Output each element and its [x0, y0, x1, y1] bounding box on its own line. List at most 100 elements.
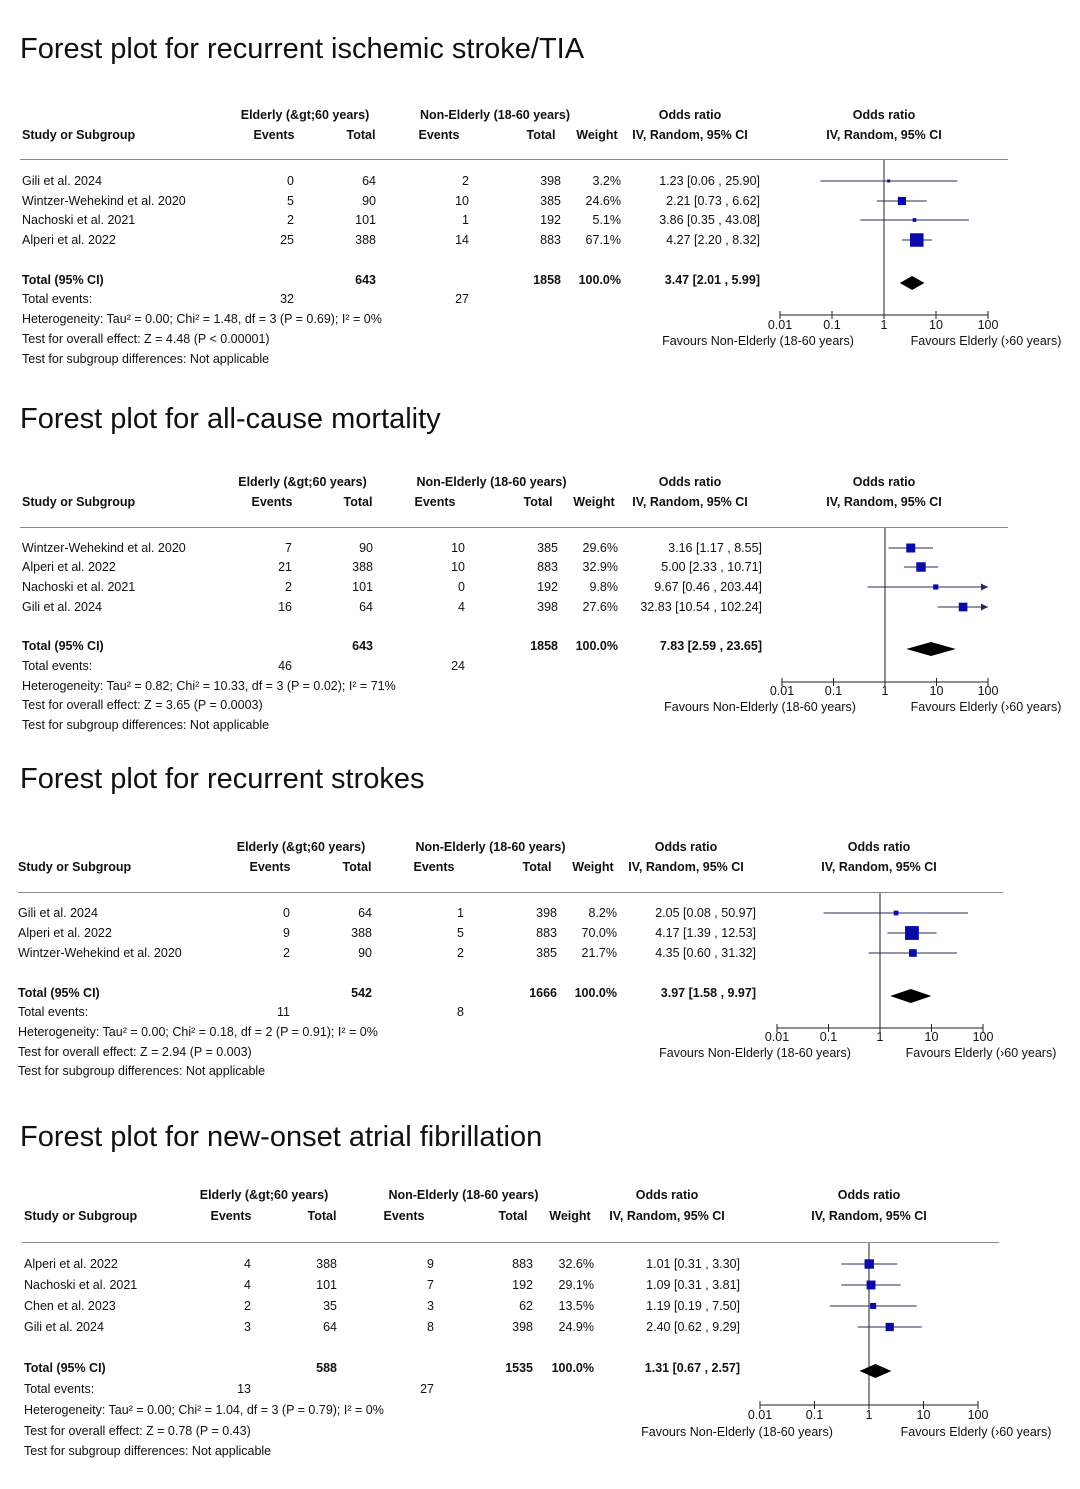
pooled-odds-ratio-ci: 3.47 [2.01 , 5.99] — [664, 273, 760, 287]
study-effect-box — [906, 543, 916, 553]
header-weight: Weight — [549, 1209, 591, 1223]
favours-left-label: Favours Non-Elderly (18-60 years) — [659, 1046, 851, 1060]
overall-effect-test: Test for overall effect: Z = 4.48 (P < 0… — [22, 332, 270, 346]
non-elderly-total: 883 — [537, 560, 558, 574]
elderly-events: 2 — [287, 213, 294, 227]
elderly-total-events: 13 — [237, 1382, 251, 1396]
x-tick-label: 10 — [930, 684, 944, 698]
non-elderly-total: 192 — [540, 213, 561, 227]
header-study: Study or Subgroup — [24, 1209, 138, 1223]
study-weight: 3.2% — [592, 174, 622, 188]
total-weight: 100.0% — [574, 986, 617, 1000]
favours-right-label: Favours Elderly (›60 years) — [911, 700, 1062, 714]
elderly-events: 4 — [244, 1278, 251, 1292]
elderly-total: 101 — [355, 213, 376, 227]
study-odds-ratio-ci: 1.23 [0.06 , 25.90] — [659, 174, 760, 188]
elderly-events: 25 — [280, 233, 294, 247]
non-elderly-total: 62 — [519, 1299, 533, 1313]
header-non-elderly-group: Non-Elderly (18-60 years) — [419, 108, 571, 122]
elderly-total: 101 — [316, 1278, 337, 1292]
plot-title: Forest plot for recurrent strokes — [20, 763, 425, 795]
study-name: Wintzer-Wehekind et al. 2020 — [18, 946, 182, 960]
study-name: Gili et al. 2024 — [22, 600, 102, 614]
elderly-events: 9 — [283, 926, 290, 940]
pooled-odds-ratio-ci: 1.31 [0.67 , 2.57] — [644, 1361, 740, 1375]
elderly-events: 4 — [244, 1257, 251, 1271]
elderly-total: 388 — [355, 233, 376, 247]
study-name: Nachoski et al. 2021 — [22, 213, 136, 227]
elderly-events: 16 — [278, 600, 292, 614]
x-tick-label: 1 — [882, 684, 889, 698]
study-weight: 27.6% — [582, 600, 618, 614]
header-events: Events — [413, 860, 455, 874]
header-method-plot: IV, Random, 95% CI — [811, 1209, 927, 1223]
x-tick-label: 0.01 — [770, 684, 794, 698]
header-odds-ratio: Odds ratio — [654, 840, 718, 854]
study-effect-box — [909, 949, 917, 957]
header-method-plot: IV, Random, 95% CI — [826, 495, 942, 509]
study-weight: 29.6% — [582, 541, 618, 555]
study-name: Gili et al. 2024 — [22, 174, 102, 188]
ci-arrow — [981, 583, 988, 591]
non-elderly-total: 398 — [537, 600, 558, 614]
study-effect-box — [866, 1280, 876, 1290]
elderly-events: 7 — [285, 541, 292, 555]
study-odds-ratio-ci: 3.86 [0.35 , 43.08] — [659, 213, 760, 227]
non-elderly-events: 0 — [458, 580, 465, 594]
non-elderly-events: 10 — [451, 541, 465, 555]
header-elderly-group: Elderly (&gt;60 years) — [236, 840, 366, 854]
header-total: Total — [526, 128, 556, 142]
elderly-total: 101 — [352, 580, 373, 594]
elderly-total-events: 32 — [280, 292, 294, 306]
header-odds-ratio: Odds ratio — [658, 475, 722, 489]
non-elderly-total: 398 — [540, 174, 561, 188]
heterogeneity-stats: Heterogeneity: Tau² = 0.00; Chi² = 0.18,… — [18, 1025, 378, 1039]
header-events: Events — [249, 860, 291, 874]
x-tick-label: 0.1 — [825, 684, 842, 698]
total-row-label: Total (95% CI) — [22, 273, 104, 287]
study-weight: 24.9% — [558, 1320, 594, 1334]
elderly-total: 64 — [362, 174, 376, 188]
elderly-total: 64 — [358, 906, 372, 920]
non-elderly-total: 883 — [536, 926, 557, 940]
header-total: Total — [343, 495, 373, 509]
x-tick-label: 10 — [925, 1030, 939, 1044]
subgroup-test: Test for subgroup differences: Not appli… — [22, 352, 270, 366]
study-odds-ratio-ci: 1.19 [0.19 , 7.50] — [646, 1299, 740, 1313]
header-total: Total — [342, 860, 372, 874]
non-elderly-total-sum: 1535 — [505, 1361, 533, 1375]
total-weight: 100.0% — [575, 639, 618, 653]
total-row-label: Total (95% CI) — [18, 986, 100, 1000]
header-total: Total — [307, 1209, 337, 1223]
header-odds-ratio-plot: Odds ratio — [852, 475, 916, 489]
pooled-effect-diamond — [906, 642, 956, 656]
x-tick-label: 1 — [866, 1408, 873, 1422]
header-method: IV, Random, 95% CI — [632, 495, 748, 509]
non-elderly-total: 883 — [540, 233, 561, 247]
header-non-elderly-group: Non-Elderly (18-60 years) — [388, 1188, 539, 1202]
study-effect-box — [910, 233, 924, 247]
study-name: Wintzer-Wehekind et al. 2020 — [22, 194, 186, 208]
total-events-label: Total events: — [22, 659, 93, 673]
study-name: Gili et al. 2024 — [24, 1320, 104, 1334]
non-elderly-total: 385 — [536, 946, 557, 960]
study-name: Wintzer-Wehekind et al. 2020 — [22, 541, 186, 555]
x-tick-label: 1 — [881, 318, 888, 332]
study-effect-box — [916, 562, 926, 572]
subgroup-test: Test for subgroup differences: Not appli… — [18, 1064, 266, 1078]
study-effect-box — [885, 1322, 894, 1332]
header-method-plot: IV, Random, 95% CI — [821, 860, 937, 874]
non-elderly-total-sum: 1666 — [529, 986, 557, 1000]
subgroup-test: Test for subgroup differences: Not appli… — [22, 718, 270, 732]
header-elderly-group: Elderly (&gt;60 years) — [199, 1188, 329, 1202]
non-elderly-total: 398 — [512, 1320, 533, 1334]
non-elderly-events: 5 — [457, 926, 464, 940]
x-tick-label: 0.01 — [748, 1408, 772, 1422]
elderly-total: 90 — [359, 541, 373, 555]
study-weight: 24.6% — [585, 194, 621, 208]
study-effect-box — [958, 602, 968, 612]
elderly-total: 64 — [323, 1320, 337, 1334]
study-weight: 8.2% — [588, 906, 618, 920]
non-elderly-events: 1 — [462, 213, 469, 227]
